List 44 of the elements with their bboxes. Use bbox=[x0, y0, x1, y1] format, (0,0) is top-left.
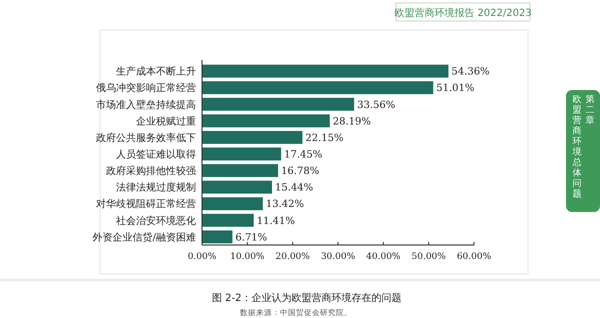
bar bbox=[202, 81, 434, 94]
x-tick-label: 30.00% bbox=[320, 252, 356, 262]
data-label: 54.36% bbox=[451, 66, 490, 78]
y-tick-label: 市场准入壁垒持续提高 bbox=[96, 98, 196, 111]
y-tick-label: 人员签证难以取得 bbox=[116, 148, 196, 160]
text: 第二章 bbox=[586, 94, 594, 126]
bar bbox=[202, 197, 263, 210]
y-tick-label: 对华歧视阻碍正常经营 bbox=[96, 198, 196, 210]
bar bbox=[202, 180, 272, 194]
bar bbox=[202, 64, 448, 78]
x-tick-label: 0.00% bbox=[188, 252, 217, 262]
y-tick-label: 企业税赋过重 bbox=[136, 115, 196, 128]
data-label: 16.78% bbox=[281, 166, 320, 178]
bar bbox=[202, 214, 254, 227]
y-tick-label: 外资企业信贷/融资困难 bbox=[92, 231, 196, 244]
x-tick-label: 50.00% bbox=[412, 252, 446, 262]
y-tick-label: 生产成本不断上升 bbox=[116, 66, 196, 78]
bar bbox=[202, 230, 232, 244]
x-tick-label: 40.00% bbox=[366, 252, 401, 262]
y-tick-label: 社会治安环境恶化 bbox=[116, 214, 196, 227]
x-tick-label: 10.00% bbox=[230, 252, 265, 262]
text: 欧盟营商环境报告 2022/2023 bbox=[394, 7, 532, 19]
data-label: 6.71% bbox=[235, 232, 268, 244]
bar bbox=[202, 130, 302, 144]
data-label: 22.15% bbox=[305, 132, 344, 144]
data-label: 11.41% bbox=[256, 216, 295, 227]
data-label: 15.44% bbox=[274, 182, 314, 194]
x-tick-label: 20.00% bbox=[276, 252, 310, 262]
data-label: 51.01% bbox=[436, 83, 474, 94]
text: 欧盟营商环境总体问题 bbox=[572, 95, 582, 200]
data-label: 28.19% bbox=[332, 116, 371, 128]
bar bbox=[202, 114, 330, 128]
x-tick-label: 60.00% bbox=[456, 252, 492, 262]
y-tick-label: 俄乌冲突影响正常经营 bbox=[96, 82, 196, 94]
data-label: 33.56% bbox=[357, 100, 396, 111]
text: 图 2-2：企业认为欧盟营商环境存在的问题 bbox=[212, 292, 402, 304]
data-label: 13.42% bbox=[266, 199, 304, 210]
data-label: 17.45% bbox=[284, 150, 322, 160]
bar bbox=[202, 148, 282, 160]
bar bbox=[202, 98, 354, 111]
y-tick-label: 政府公共服务效率低下 bbox=[96, 132, 196, 144]
y-tick-label: 政府采购排他性较强 bbox=[106, 165, 196, 178]
y-tick-label: 法律法规过度规制 bbox=[116, 182, 196, 194]
bar bbox=[202, 164, 278, 178]
